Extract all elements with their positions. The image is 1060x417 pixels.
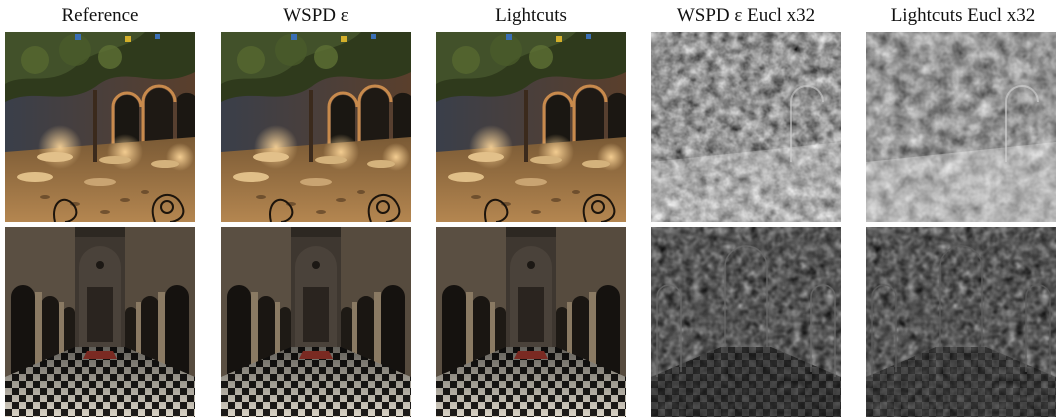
cathedral-lightcuts-image bbox=[436, 227, 626, 417]
courtyard-wspd-image bbox=[221, 32, 411, 222]
cathedral-lightcuts-error-image bbox=[866, 227, 1056, 417]
column-header-lightcuts-error: Lightcuts Eucl x32 bbox=[890, 5, 1036, 26]
column-header-reference: Reference bbox=[61, 5, 139, 26]
courtyard-lightcuts-image bbox=[436, 32, 626, 222]
courtyard-lightcuts-error-image bbox=[866, 32, 1056, 222]
column-header-wspd: WSPD ε bbox=[283, 5, 349, 26]
column-header-lightcuts: Lightcuts bbox=[495, 5, 567, 26]
cathedral-reference-image bbox=[5, 227, 195, 417]
cathedral-wspd-image bbox=[221, 227, 411, 417]
courtyard-wspd-error-image bbox=[651, 32, 841, 222]
courtyard-reference-image bbox=[5, 32, 195, 222]
cathedral-wspd-error-image bbox=[651, 227, 841, 417]
column-header-wspd-error: WSPD ε Eucl x32 bbox=[676, 5, 816, 26]
